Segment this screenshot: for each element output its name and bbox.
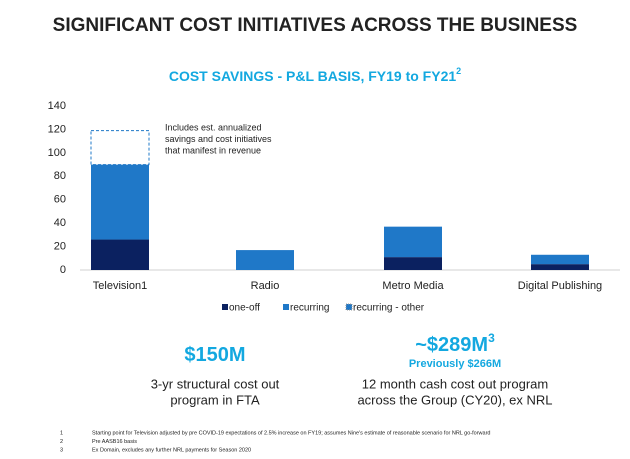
x-tick-label: Digital Publishing bbox=[518, 280, 602, 292]
bar-segment bbox=[91, 164, 149, 240]
highlight-note: Previously $266M bbox=[409, 358, 501, 370]
y-tick-label: 20 bbox=[54, 240, 66, 252]
annotation: that manifest in revenue bbox=[165, 145, 261, 155]
y-tick-label: 100 bbox=[48, 147, 66, 159]
highlight-text: program in FTA bbox=[170, 392, 260, 407]
highlight-value: $150M bbox=[184, 344, 245, 366]
bar-segment bbox=[236, 250, 294, 270]
highlight-text: 3-yr structural cost out bbox=[151, 376, 280, 391]
y-tick-label: 120 bbox=[48, 123, 66, 135]
bar-segment bbox=[531, 254, 589, 265]
highlight-value: ~$289M3 bbox=[415, 331, 495, 356]
legend-label: recurring - other bbox=[353, 303, 425, 314]
highlight-text: 12 month cash cost out program bbox=[362, 376, 548, 391]
chart-title: COST SAVINGS - P&L BASIS, FY19 to FY212 bbox=[169, 66, 461, 83]
y-tick-label: 40 bbox=[54, 217, 66, 229]
x-tick-label: Radio bbox=[251, 280, 280, 292]
footnote-text: Pre AASB16 basis bbox=[92, 439, 137, 445]
chart-title-text: COST SAVINGS - P&L BASIS, FY19 to FY21 bbox=[169, 68, 457, 84]
y-tick-label: 60 bbox=[54, 194, 66, 206]
x-tick-label: Metro Media bbox=[382, 280, 444, 292]
highlight-text: across the Group (CY20), ex NRL bbox=[357, 392, 552, 407]
y-tick-label: 80 bbox=[54, 170, 66, 182]
legend-marker bbox=[345, 303, 353, 311]
footnote-text: Starting point for Television adjusted b… bbox=[92, 430, 490, 436]
bar-segment bbox=[531, 264, 589, 270]
legend-label: one-off bbox=[229, 303, 260, 314]
chart-title-superscript: 2 bbox=[456, 66, 461, 76]
footnote-text: Ex Domain, excludes any further NRL paym… bbox=[92, 447, 251, 453]
bar-segment bbox=[384, 257, 442, 270]
footnotes: 1 Starting point for Television adjusted … bbox=[60, 430, 490, 453]
legend-marker bbox=[283, 304, 289, 310]
highlight-value-text: ~$289M bbox=[415, 334, 488, 356]
annotation: Includes est. annualized bbox=[165, 122, 262, 132]
y-tick-label: 140 bbox=[48, 100, 66, 112]
bar-segment-outline bbox=[90, 130, 150, 166]
highlight-superscript: 3 bbox=[488, 331, 495, 345]
y-tick-label: 0 bbox=[60, 264, 66, 276]
highlight-value-text: $150M bbox=[184, 344, 245, 366]
slide-title: SIGNIFICANT COST INITIATIVES ACROSS THE … bbox=[53, 15, 578, 36]
annotation: savings and cost initiatives bbox=[165, 134, 272, 144]
bar-segment bbox=[91, 239, 149, 270]
bar-segment bbox=[384, 226, 442, 258]
legend-marker bbox=[222, 304, 228, 310]
footnote-number: 1 bbox=[60, 430, 63, 436]
legend-label: recurring bbox=[290, 303, 329, 314]
footnote-number: 2 bbox=[60, 439, 63, 445]
x-tick-label: Television1 bbox=[93, 280, 147, 292]
footnote-number: 3 bbox=[60, 447, 63, 453]
